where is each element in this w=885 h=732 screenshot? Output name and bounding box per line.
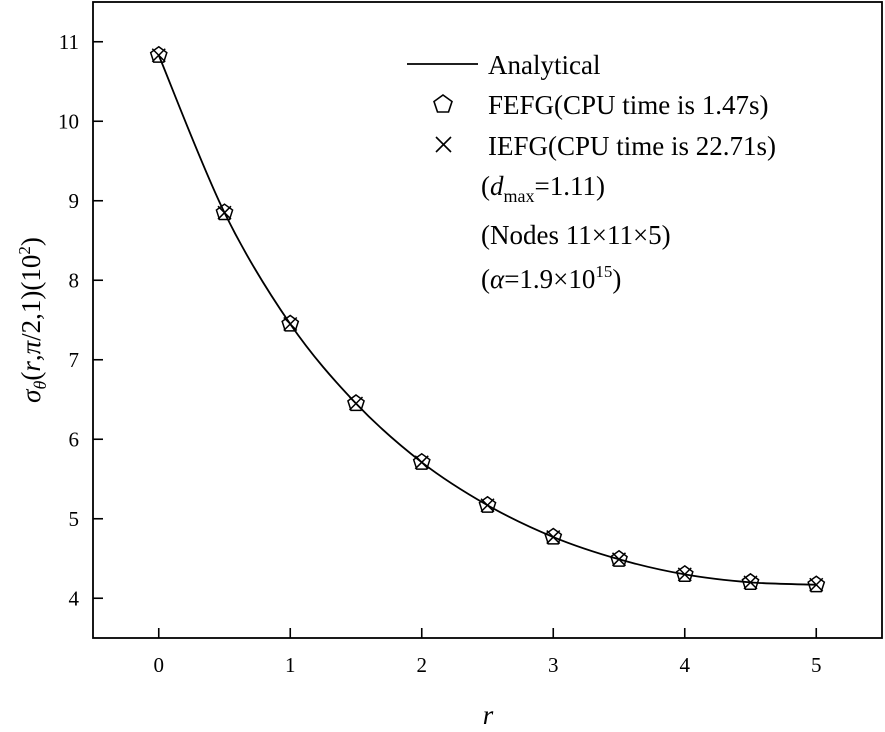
- plot-frame: [92, 1, 883, 639]
- iefg-point: [743, 575, 758, 590]
- x-tick-label: 5: [811, 653, 822, 677]
- iefg-point-stroke: [611, 552, 627, 567]
- iefg-point: [348, 396, 364, 411]
- iefg-point-stroke: [743, 575, 758, 590]
- series-analytical-line: [157, 54, 817, 586]
- iefg-point: [809, 577, 824, 592]
- legend: Analytical FEFG(CPU time is 1.47s) IEFG(…: [407, 50, 776, 294]
- x-tick-label: 4: [680, 653, 691, 677]
- fefg-point: [149, 45, 168, 63]
- fefg-point: [412, 452, 431, 470]
- iefg-point: [611, 552, 627, 567]
- y-tick-label: 4: [69, 586, 80, 610]
- fefg-point: [281, 314, 300, 332]
- y-tick-label: 5: [69, 507, 80, 531]
- x-tick-label: 2: [417, 653, 428, 677]
- fefg-point: [807, 575, 826, 593]
- legend-pentagon-icon: [433, 94, 453, 113]
- annotation-alpha: (α=1.9×1015): [481, 262, 621, 294]
- iefg-point-stroke: [809, 577, 824, 592]
- legend-label-iefg: IEFG(CPU time is 22.71s): [488, 131, 776, 161]
- iefg-point: [414, 455, 429, 470]
- iefg-point: [677, 567, 692, 582]
- fefg-point: [675, 564, 694, 583]
- y-axis-title: σθ(r,π/2,1)(102): [15, 237, 50, 403]
- x-axis-title: r: [483, 700, 494, 730]
- legend-label-analytical: Analytical: [488, 50, 600, 80]
- iefg-point-stroke: [677, 567, 692, 582]
- y-tick-label: 11: [59, 30, 79, 54]
- fefg-point: [544, 527, 563, 545]
- fefg-point: [478, 495, 497, 513]
- annotation-dmax: (dmax=1.11): [481, 171, 605, 206]
- iefg-point-stroke: [480, 498, 495, 513]
- fefg-point: [741, 572, 760, 590]
- y-axis-ticks: 4 5 6 7 8 9 10 11: [58, 30, 103, 610]
- iefg-point-stroke: [217, 205, 232, 220]
- x-tick-label: 3: [548, 653, 559, 677]
- y-tick-label: 8: [69, 268, 80, 292]
- iefg-point: [151, 48, 166, 63]
- y-tick-label: 10: [58, 109, 79, 133]
- legend-cross-icon: [435, 136, 452, 153]
- y-tick-label: 7: [69, 348, 80, 372]
- iefg-point-stroke: [151, 48, 166, 63]
- y-tick-label: 6: [69, 427, 80, 451]
- iefg-point-stroke: [283, 316, 298, 332]
- iefg-point: [217, 205, 232, 220]
- fefg-point: [610, 549, 628, 567]
- annotation-nodes: (Nodes 11×11×5): [481, 220, 671, 250]
- fefg-point: [347, 394, 365, 412]
- fefg-point: [215, 203, 234, 221]
- iefg-point: [546, 530, 561, 545]
- iefg-point: [480, 498, 495, 513]
- x-tick-label: 0: [154, 653, 165, 677]
- iefg-point-stroke: [414, 455, 429, 470]
- iefg-point: [283, 316, 298, 332]
- x-axis-ticks: 0 1 2 3 4 5: [154, 628, 822, 677]
- series-markers: [149, 45, 826, 593]
- iefg-point-stroke: [348, 396, 364, 411]
- y-tick-label: 9: [69, 189, 80, 213]
- iefg-point-stroke: [546, 530, 561, 545]
- legend-label-fefg: FEFG(CPU time is 1.47s): [488, 90, 769, 120]
- x-tick-label: 1: [285, 653, 296, 677]
